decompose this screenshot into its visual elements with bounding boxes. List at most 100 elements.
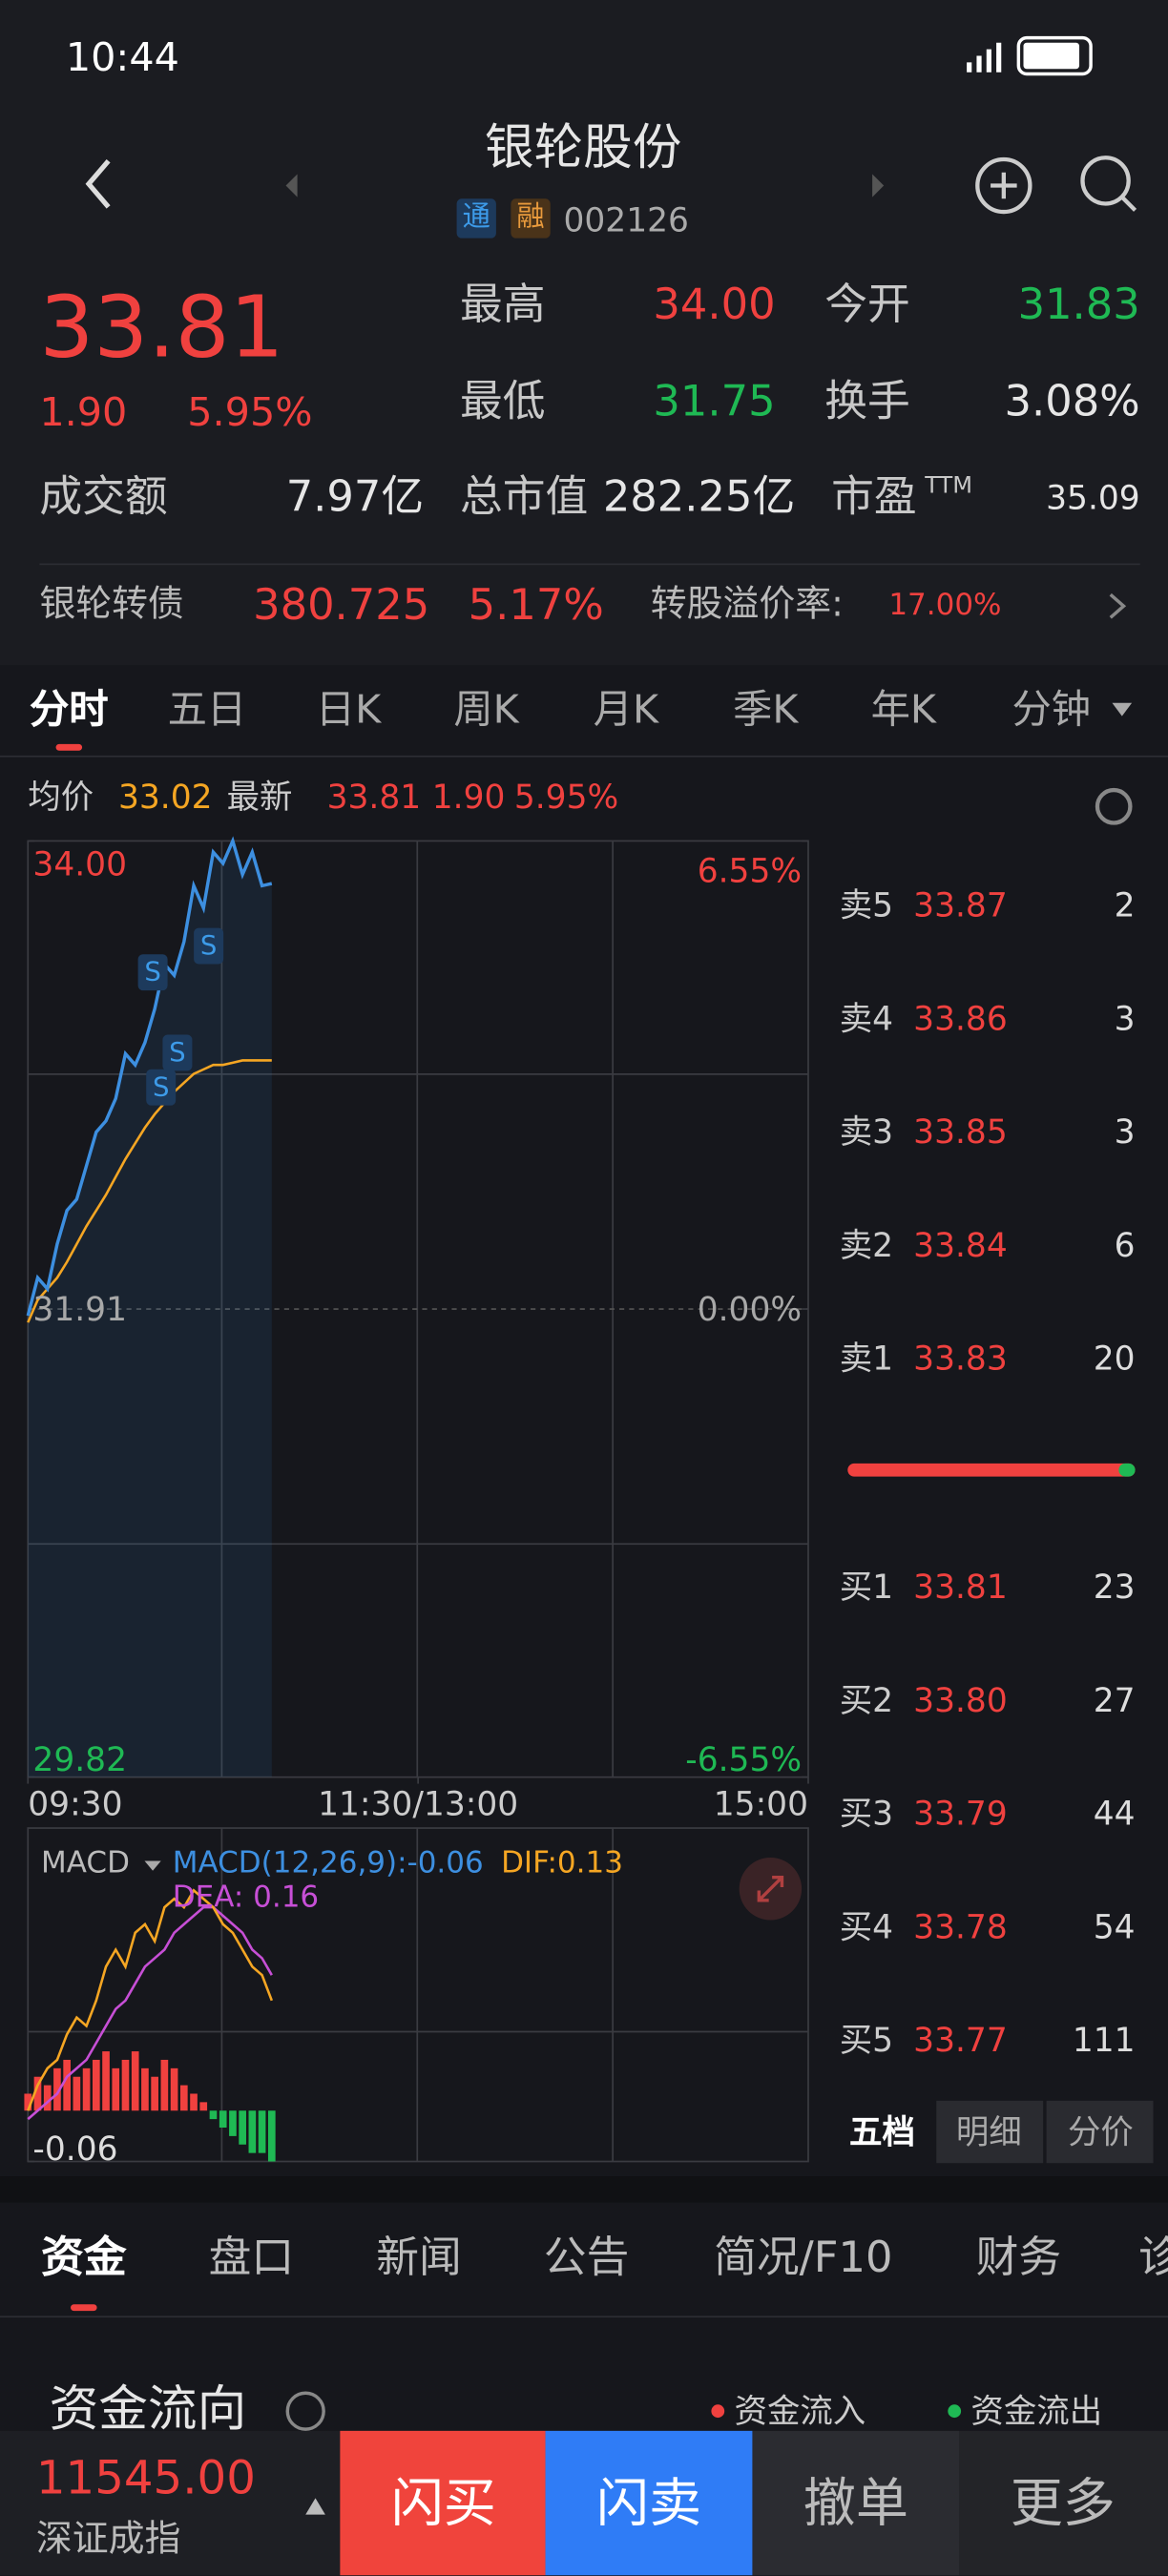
order-label: 买3 (839, 1793, 894, 1834)
chart-tab[interactable]: 周K (453, 686, 519, 733)
order-volume: 6 (1114, 1225, 1136, 1265)
macd-bar (24, 2093, 32, 2111)
dropdown-icon[interactable] (144, 1860, 161, 1871)
chart-tab[interactable]: 分时 (29, 686, 109, 733)
chart-tab[interactable]: 五日 (167, 686, 247, 733)
section-gap (0, 2176, 1168, 2203)
stat-label: 市盈 (831, 472, 917, 523)
macd-bar (92, 2059, 100, 2111)
y2-tick-label: 0.00% (697, 1289, 803, 1329)
price-change-pct: 5.95% (187, 389, 313, 436)
sell-mark-bg (146, 1069, 177, 1106)
action-button-label[interactable]: 闪卖 (595, 2471, 702, 2535)
search-icon[interactable] (1080, 156, 1131, 206)
sell-mark: S (169, 1036, 186, 1068)
tab-indicator (71, 2304, 97, 2312)
tag: 通 (462, 200, 490, 235)
order-volume: 20 (1093, 1339, 1136, 1379)
stat-value: 282.25亿 (602, 472, 796, 523)
stat-label: 成交额 (39, 472, 168, 523)
order-tab[interactable]: 分价 (1067, 2111, 1134, 2152)
section-tab[interactable]: 简况/F10 (714, 2233, 893, 2283)
settings-icon[interactable] (1095, 787, 1133, 825)
x-tick-label: 09:30 (28, 1783, 123, 1823)
chart-tab[interactable]: 月K (593, 686, 659, 733)
legend-value: 33.02 (117, 777, 213, 817)
indicator-name: MACD (41, 1845, 130, 1881)
order-tab[interactable]: 明细 (955, 2111, 1022, 2152)
legend-dot (948, 2404, 962, 2419)
indicator-legend: DEA: 0.16 (172, 1880, 320, 1916)
index-panel[interactable] (0, 2430, 341, 2576)
chart-tab[interactable]: 季K (733, 686, 799, 733)
order-tab[interactable]: 五档 (849, 2111, 915, 2152)
index-value: 11545.00 (35, 2450, 256, 2505)
order-volume: 44 (1093, 1793, 1136, 1834)
info-icon[interactable] (285, 2391, 325, 2431)
section-tab[interactable]: 诊 (1138, 2237, 1168, 2280)
stat-label: 总市值 (460, 472, 589, 523)
sell-mark: S (152, 1070, 170, 1103)
order-price: 33.87 (913, 884, 1008, 925)
order-label: 卖5 (839, 884, 894, 925)
section-tab[interactable]: 资金 (41, 2233, 127, 2283)
chevron[interactable] (1109, 592, 1127, 619)
dropdown-icon[interactable] (1112, 702, 1133, 717)
macd-bar (43, 2085, 52, 2111)
x-tick-label: 15:00 (713, 1783, 808, 1823)
bond-price: 380.725 (253, 581, 430, 632)
order-label: 卖1 (839, 1339, 894, 1379)
macd-bar (131, 2051, 139, 2111)
stat-label: 换手 (824, 377, 910, 427)
legend-value: 1.90 (431, 777, 506, 817)
tag: 融 (516, 200, 545, 235)
bond-change: 5.17% (468, 581, 604, 632)
macd-bar (229, 2110, 237, 2136)
search-icon (1120, 196, 1137, 212)
back-icon[interactable] (85, 159, 111, 209)
macd-bar (53, 2067, 61, 2111)
section-tab[interactable]: 财务 (975, 2233, 1062, 2283)
tab-bg[interactable] (1046, 2100, 1154, 2164)
prev-icon[interactable] (285, 174, 298, 197)
cancel-button[interactable] (752, 2430, 960, 2576)
sell-mark-bg (194, 927, 224, 965)
expand-icon[interactable] (305, 2498, 325, 2515)
quick-buy-button[interactable] (340, 2430, 546, 2576)
order-volume: 23 (1093, 1567, 1136, 1607)
add-icon[interactable] (975, 156, 1032, 215)
section-tab[interactable]: 盘口 (208, 2233, 295, 2283)
order-label: 买5 (839, 2020, 894, 2060)
sell-mark: S (199, 929, 218, 962)
chart-tab[interactable]: 日K (315, 686, 382, 733)
order-price: 33.78 (913, 1906, 1008, 1947)
dea-line (27, 1905, 273, 2121)
order-label: 卖2 (839, 1225, 894, 1265)
chart-tab[interactable]: 分钟 (1012, 686, 1092, 733)
more-button[interactable] (959, 2430, 1168, 2576)
sell-mark-bg (137, 954, 168, 991)
order-ratio-bar (1118, 1463, 1136, 1477)
macd-bar (248, 2110, 257, 2153)
x-tick-label: 11:30/13:00 (318, 1783, 519, 1823)
stock-code: 002126 (563, 200, 689, 240)
macd-bar (258, 2110, 266, 2153)
action-button-label[interactable]: 撤单 (803, 2471, 909, 2535)
order-price: 33.77 (913, 2020, 1008, 2060)
divider (0, 2316, 1168, 2318)
stat-label-sup: TTM (925, 472, 973, 500)
status-time: 10:44 (65, 34, 179, 81)
chart-tab[interactable]: 年K (870, 686, 937, 733)
action-button-label[interactable]: 更多 (1010, 2471, 1116, 2535)
quick-sell-button[interactable] (545, 2430, 753, 2576)
next-icon[interactable] (872, 174, 885, 197)
section-tab[interactable]: 新闻 (376, 2233, 462, 2283)
section-tab[interactable]: 公告 (543, 2233, 630, 2283)
tab-bg[interactable] (936, 2100, 1044, 2164)
battery-icon (1016, 35, 1093, 76)
last-price: 33.81 (39, 279, 284, 378)
action-button-label[interactable]: 闪买 (390, 2471, 496, 2535)
indicator-legend: DIF:0.13 (501, 1845, 623, 1881)
